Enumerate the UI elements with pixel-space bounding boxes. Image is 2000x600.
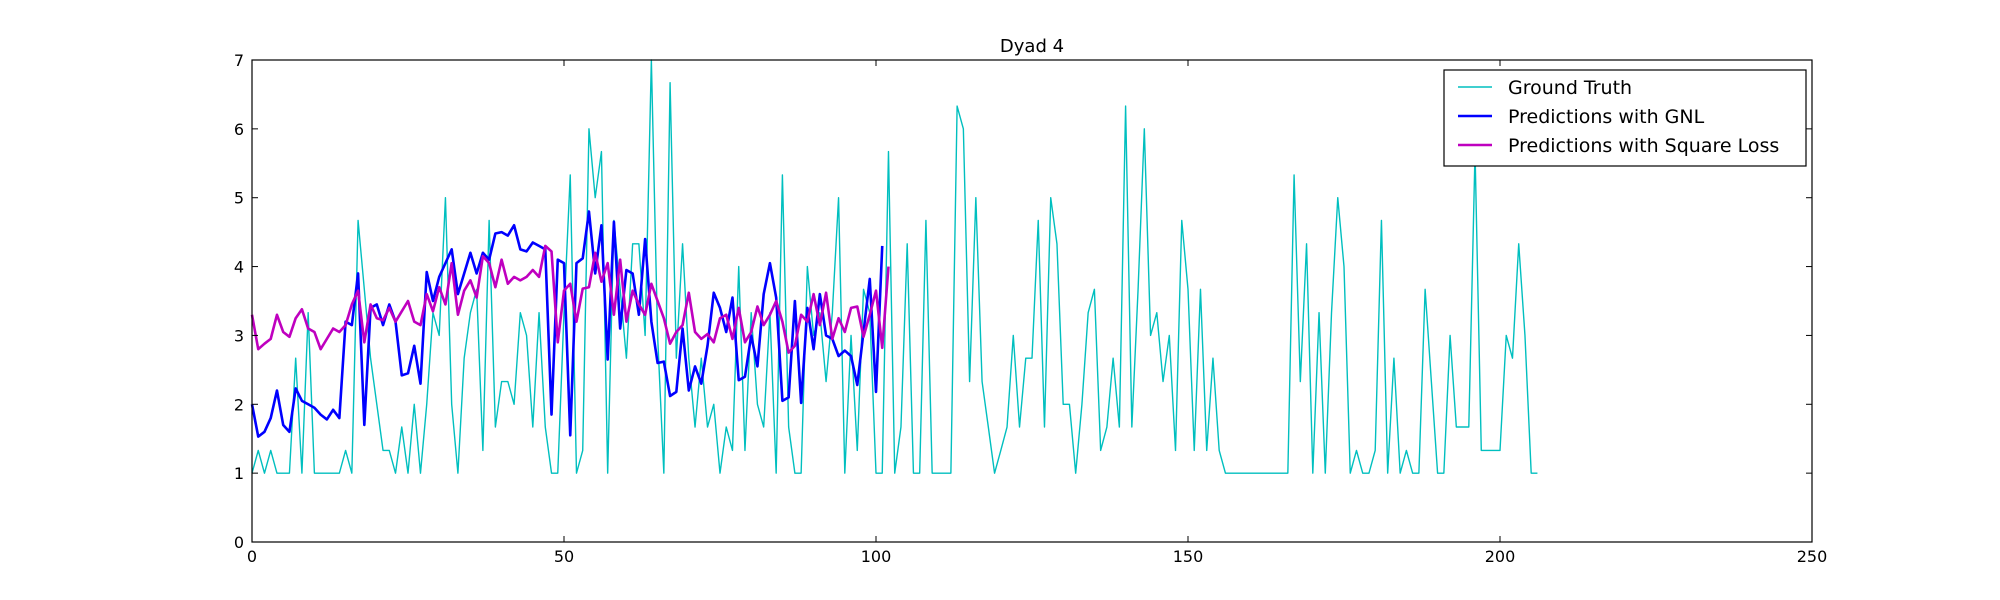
legend-label: Predictions with GNL (1508, 106, 1705, 128)
y-tick-label: 7 (234, 51, 244, 70)
y-tick-label: 3 (234, 326, 244, 345)
x-tick-label: 100 (861, 547, 892, 566)
legend-label: Ground Truth (1508, 77, 1632, 99)
y-tick-label: 5 (234, 189, 244, 208)
plot-frame (251, 59, 1813, 543)
legend-box (1443, 69, 1807, 167)
y-tick-label: 6 (234, 120, 244, 139)
y-tick-label: 2 (234, 395, 244, 414)
x-tick-label: 0 (247, 547, 257, 566)
series-layer (250, 59, 1538, 474)
legend-label: Predictions with Square Loss (1508, 135, 1779, 157)
series-line-1 (251, 59, 1538, 474)
axis-ticks: 0 50 100 150 200 250 0 1 2 3 4 5 6 7 (234, 51, 1827, 566)
y-tick-label: 4 (234, 258, 244, 277)
x-tick-label: 250 (1797, 547, 1828, 566)
series-line-2 (250, 210, 884, 438)
y-tick-label: 0 (234, 533, 244, 552)
x-tick-label: 50 (554, 547, 574, 566)
legend: Ground Truth Predictions with GNL Predicti… (1443, 69, 1807, 167)
y-tick-label: 1 (234, 464, 244, 483)
chart-title: Dyad 4 (1000, 36, 1064, 57)
x-tick-label: 200 (1485, 547, 1516, 566)
series-line-3 (250, 244, 890, 354)
x-tick-label: 150 (1173, 547, 1204, 566)
